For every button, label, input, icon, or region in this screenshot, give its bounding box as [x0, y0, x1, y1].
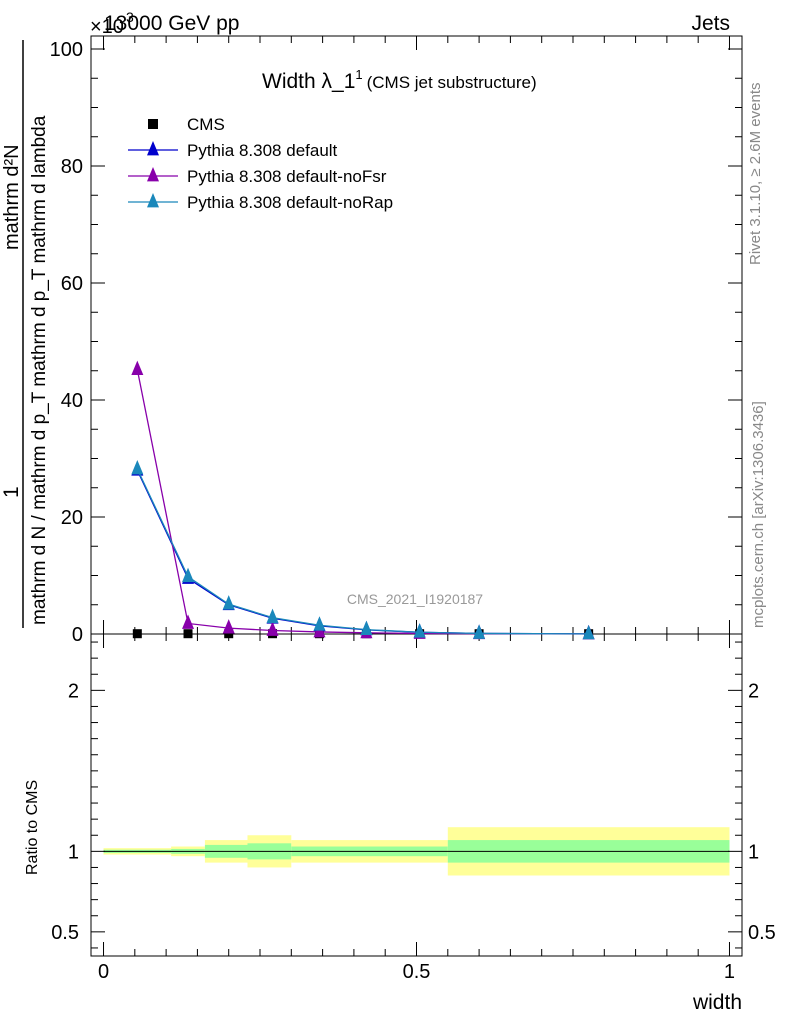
mcplots-label: mcplots.cern.ch [arXiv:1306.3436]	[750, 401, 767, 628]
y-label-numerator: 1	[0, 486, 23, 498]
legend: CMS Pythia 8.308 default Pythia 8.308 defa…	[128, 115, 393, 212]
legend-marker-0	[148, 119, 158, 129]
cms-point	[224, 629, 234, 639]
ratio-ytick-label-left: 1	[68, 841, 79, 863]
plot-subtitle: (CMS jet substructure)	[367, 73, 537, 92]
series-point-2	[222, 619, 235, 634]
series-point-3	[131, 460, 144, 475]
legend-marker-1	[147, 141, 159, 156]
ratio-ytick-label-left: 2	[68, 680, 79, 702]
series-1	[131, 461, 595, 640]
series-point-3	[413, 623, 426, 638]
main-ytick-label: 40	[61, 390, 83, 412]
ratio-bands	[103, 827, 730, 876]
ratio-ytick-label-right: 0.5	[748, 922, 776, 944]
analysis-watermark: CMS_2021_I1920187	[347, 591, 483, 607]
series-point-3	[182, 567, 195, 583]
series-point-2	[182, 614, 195, 629]
series-point-3	[582, 624, 595, 640]
ratio-y-axis-label: Ratio to CMS	[24, 780, 41, 875]
ratio-ytick-label-left: 0.5	[51, 922, 79, 944]
main-ytick-label: 0	[72, 624, 83, 646]
legend-marker-3	[147, 193, 159, 208]
legend-label-1: Pythia 8.308 default	[187, 141, 338, 160]
series-point-2	[131, 360, 144, 375]
x-axis-label: width	[692, 991, 742, 1014]
ratio-xtick-label: 1	[724, 961, 735, 983]
main-y-axis-label: 1 mathrm d²N mathrm d N / mathrm d p_T m…	[0, 40, 50, 628]
series-point-3	[473, 624, 486, 639]
series-point-3	[266, 608, 279, 624]
legend-label-2: Pythia 8.308 default-noFsr	[187, 167, 387, 186]
series-point-3	[222, 595, 235, 610]
legend-label-0: CMS	[187, 115, 225, 134]
main-axis-ticks: 0 20 40 60 80 100	[50, 36, 742, 646]
main-ytick-label: 20	[61, 507, 83, 529]
series-line-1	[136, 469, 589, 635]
series-point-2	[266, 621, 279, 636]
y-label-side: mathrm d²N	[1, 144, 23, 250]
main-ytick-label: 100	[50, 39, 83, 61]
series-point-3	[313, 616, 326, 631]
rivet-label: Rivet 3.1.10, ≥ 2.6M events	[747, 83, 764, 266]
legend-label-3: Pythia 8.308 default-noRap	[187, 193, 393, 212]
series-point-3	[360, 620, 373, 636]
ratio-ytick-label-right: 2	[748, 680, 759, 702]
ratio-ytick-label-right: 1	[748, 841, 759, 863]
legend-marker-2	[147, 167, 159, 182]
cms-point	[132, 629, 142, 639]
series-3	[131, 460, 595, 640]
main-ytick-label: 80	[61, 156, 83, 178]
cms-point	[183, 629, 193, 639]
ratio-axis-ticks: 0.5 0.5 1 1 2 2 0 0.5 1	[51, 634, 776, 983]
plot-title: Width λ_11 (CMS jet substructure)	[262, 67, 537, 93]
category-label: Jets	[691, 12, 730, 35]
energy-label: 13000 GeV pp	[104, 12, 239, 35]
ratio-xtick-label: 0.5	[403, 961, 431, 983]
main-ytick-label: 60	[61, 273, 83, 295]
ratio-xtick-label: 0	[98, 961, 109, 983]
exponent-power: 3	[126, 9, 134, 25]
y-label-denominator: mathrm d N / mathrm d p_T mathrm d p_T m…	[29, 115, 50, 625]
series-line-3	[136, 468, 589, 635]
plot-title-superscript: 1	[355, 67, 362, 82]
series-layer	[131, 360, 595, 640]
exponent-label: ×10	[90, 16, 124, 38]
plot-title-main: Width λ_1	[262, 70, 355, 93]
ratio-plot-frame	[90, 633, 743, 957]
